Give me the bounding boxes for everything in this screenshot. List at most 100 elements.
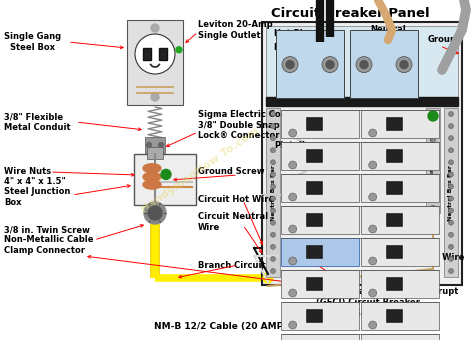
Text: 4" x 4" x 1.5"
Steel Junction
Box: 4" x 4" x 1.5" Steel Junction Box xyxy=(4,177,70,207)
Circle shape xyxy=(271,184,275,189)
Circle shape xyxy=(176,47,182,53)
Circle shape xyxy=(271,256,275,261)
Circle shape xyxy=(448,112,454,117)
Bar xyxy=(426,108,440,213)
Circle shape xyxy=(430,192,436,197)
Circle shape xyxy=(158,142,164,148)
Circle shape xyxy=(286,61,294,69)
Circle shape xyxy=(448,269,454,273)
Circle shape xyxy=(396,56,412,73)
Circle shape xyxy=(448,256,454,261)
Bar xyxy=(159,48,167,60)
Circle shape xyxy=(289,257,297,265)
Text: Branch Circuit: Branch Circuit xyxy=(198,260,265,270)
Bar xyxy=(306,182,322,194)
Circle shape xyxy=(289,225,297,233)
Bar xyxy=(444,108,458,277)
Circle shape xyxy=(161,169,171,180)
Circle shape xyxy=(369,289,377,297)
Bar xyxy=(386,277,402,290)
Circle shape xyxy=(430,138,436,142)
Bar xyxy=(350,30,418,98)
Text: Circuit Breaker Panel: Circuit Breaker Panel xyxy=(271,7,429,20)
Bar xyxy=(281,206,359,234)
Bar xyxy=(361,110,439,138)
Text: Hot Phase A: Hot Phase A xyxy=(274,30,331,38)
Circle shape xyxy=(151,93,159,101)
Circle shape xyxy=(271,244,275,249)
Text: Circuit Ground Wire: Circuit Ground Wire xyxy=(370,254,465,262)
Circle shape xyxy=(151,24,159,32)
Bar xyxy=(306,214,322,226)
Circle shape xyxy=(135,34,175,74)
Bar xyxy=(386,245,402,258)
Text: Sigma Electric Co.
3/8" Double Snap
Lock® Connector: Sigma Electric Co. 3/8" Double Snap Lock… xyxy=(198,110,284,140)
Circle shape xyxy=(448,244,454,249)
Bar xyxy=(306,245,322,258)
Circle shape xyxy=(448,172,454,177)
Circle shape xyxy=(282,56,298,73)
Bar xyxy=(134,154,196,205)
Bar xyxy=(361,302,439,330)
Circle shape xyxy=(322,56,338,73)
Circle shape xyxy=(448,220,454,225)
Text: Neutral Bus Bar: Neutral Bus Bar xyxy=(272,165,276,221)
Circle shape xyxy=(271,196,275,201)
Circle shape xyxy=(448,136,454,141)
Bar xyxy=(281,238,359,266)
Circle shape xyxy=(360,61,368,69)
Circle shape xyxy=(448,196,454,201)
Bar xyxy=(361,270,439,298)
Circle shape xyxy=(428,111,438,121)
Bar xyxy=(306,150,322,163)
Text: Circuit Hot Wire: Circuit Hot Wire xyxy=(198,195,274,204)
Bar xyxy=(386,117,402,131)
Text: Neutral Bus Bar: Neutral Bus Bar xyxy=(448,165,454,221)
Text: NM-B 12/2 Cable (20 AMP Rated): NM-B 12/2 Cable (20 AMP Rated) xyxy=(154,322,320,330)
Bar xyxy=(127,20,183,105)
Circle shape xyxy=(271,208,275,213)
Circle shape xyxy=(271,269,275,273)
Circle shape xyxy=(430,165,436,170)
Circle shape xyxy=(369,257,377,265)
Bar xyxy=(361,334,439,340)
Ellipse shape xyxy=(143,164,161,173)
Bar xyxy=(262,22,462,285)
Bar xyxy=(145,137,165,153)
Bar xyxy=(306,309,322,322)
Circle shape xyxy=(430,110,436,116)
Circle shape xyxy=(289,161,297,169)
Text: Pigtail: Pigtail xyxy=(274,140,305,150)
Bar xyxy=(386,309,402,322)
Bar xyxy=(361,238,439,266)
Text: Leviton 20-Amp
Single Outlet: Leviton 20-Amp Single Outlet xyxy=(198,20,273,40)
Bar xyxy=(281,110,359,138)
Circle shape xyxy=(448,184,454,189)
Circle shape xyxy=(430,124,436,129)
Ellipse shape xyxy=(143,172,161,182)
Text: Neutral: Neutral xyxy=(370,26,406,34)
Bar xyxy=(266,26,458,102)
Circle shape xyxy=(271,220,275,225)
Circle shape xyxy=(369,225,377,233)
Text: Ground: Ground xyxy=(428,35,463,45)
Bar xyxy=(386,150,402,163)
Circle shape xyxy=(400,61,408,69)
Circle shape xyxy=(271,148,275,153)
Bar xyxy=(147,147,163,159)
Circle shape xyxy=(326,61,334,69)
Circle shape xyxy=(430,205,436,210)
Circle shape xyxy=(271,136,275,141)
Circle shape xyxy=(448,208,454,213)
Bar xyxy=(386,182,402,194)
Circle shape xyxy=(271,160,275,165)
Bar xyxy=(266,97,458,106)
Circle shape xyxy=(430,178,436,183)
Circle shape xyxy=(289,289,297,297)
Ellipse shape xyxy=(143,180,161,189)
Text: Ground Fault Circuit Interrupt
(GFCI) Circuit Breaker
20 AMP Rating: Ground Fault Circuit Interrupt (GFCI) Ci… xyxy=(316,287,458,317)
Text: Single Gang
Steel Box: Single Gang Steel Box xyxy=(4,32,61,52)
Text: 3/8" Flexible
Metal Conduit: 3/8" Flexible Metal Conduit xyxy=(4,112,71,132)
Circle shape xyxy=(148,206,162,220)
Bar xyxy=(281,142,359,170)
